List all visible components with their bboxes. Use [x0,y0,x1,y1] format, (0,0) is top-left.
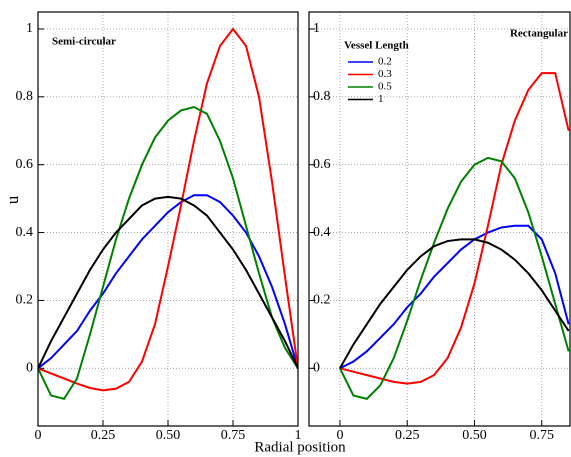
y-tick-label: 0.4 [313,225,331,240]
legend-label: 0.3 [378,68,392,80]
legend-label: 1 [378,93,384,105]
y-tick-label: 0.2 [313,293,331,308]
data-line [38,105,298,401]
y-axis-label: u [3,195,22,204]
legend-label: 0.5 [378,81,392,93]
plot-area [339,72,570,400]
y-tick-label: 1 [26,21,33,36]
legend-label: 0.2 [378,56,392,68]
data-line [339,224,570,370]
data-line [339,238,570,369]
y-tick-label: 0.6 [16,157,34,172]
data-line [38,194,298,370]
y-tick-label: 0 [26,361,33,376]
x-tick-label: 0 [35,428,42,443]
x-tick-label: 0.25 [91,428,116,443]
data-line [339,156,570,400]
data-line [339,72,570,385]
annotation: Rectangular [510,28,568,40]
legend-title: Vessel Length [344,40,409,52]
y-tick-label: 1 [313,21,320,36]
plot-frame [308,11,571,427]
x-tick-label: 0.75 [529,428,554,443]
y-tick-label: 0.8 [16,89,34,104]
plot-frame [37,11,299,427]
y-tick-label: 0.2 [16,293,34,308]
x-tick-label: 0.25 [395,428,420,443]
x-tick-label: 0 [336,428,343,443]
x-tick-label: 0.50 [156,428,181,443]
x-tick-label: 1 [295,428,302,443]
plot-area [38,27,298,401]
x-tick-label: 0.50 [462,428,487,443]
data-line [38,195,298,369]
x-axis-label: Radial position [254,439,346,455]
y-tick-label: 0.8 [313,89,331,104]
y-tick-label: 0 [313,361,320,376]
y-tick-label: 0.6 [313,157,331,172]
annotation: Semi-circular [52,36,116,48]
x-tick-label: 0.75 [221,428,246,443]
data-line [38,27,298,392]
y-tick-label: 0.4 [16,225,34,240]
